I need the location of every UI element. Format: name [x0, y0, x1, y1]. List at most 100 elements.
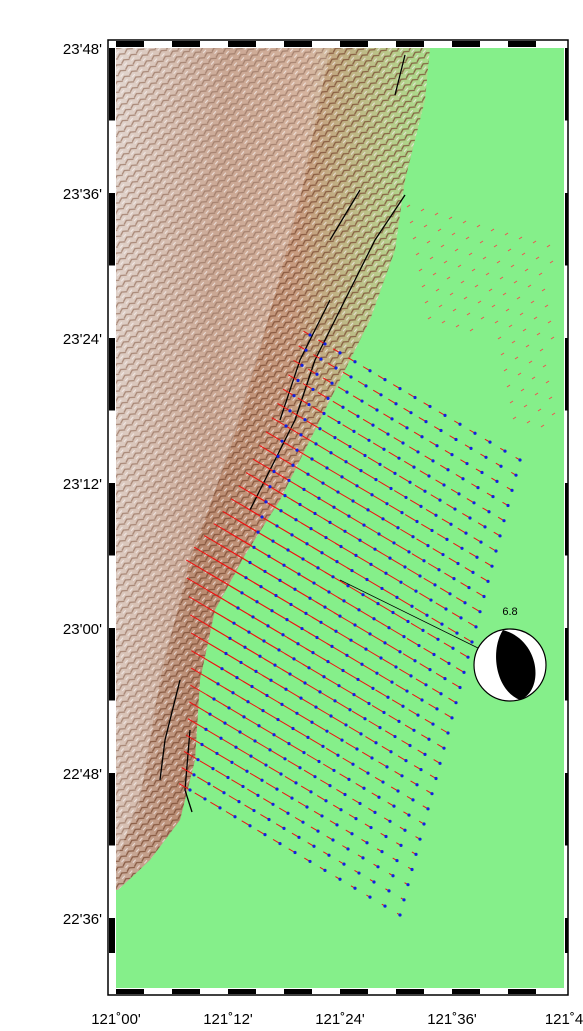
station: [452, 577, 456, 581]
station: [407, 550, 411, 554]
vector: [358, 767, 369, 774]
vector: [551, 412, 556, 416]
vector: [291, 411, 306, 421]
vector: [383, 519, 399, 529]
vector: [419, 592, 432, 601]
vector: [185, 559, 243, 594]
station: [211, 766, 215, 771]
station: [241, 784, 245, 789]
frame-bar: [172, 41, 200, 47]
vector: [390, 558, 406, 568]
station: [302, 487, 306, 491]
station: [264, 500, 268, 504]
station: [445, 537, 449, 541]
station: [308, 859, 312, 864]
vector: [352, 447, 366, 456]
station: [235, 675, 239, 680]
frame-bar: [396, 41, 424, 47]
vector: [337, 386, 348, 393]
station: [435, 444, 439, 448]
station: [307, 666, 311, 670]
station: [259, 584, 263, 589]
station: [347, 514, 351, 518]
station: [263, 569, 267, 574]
station: [400, 510, 404, 515]
station: [416, 713, 420, 717]
station: [203, 797, 207, 801]
station: [273, 663, 277, 667]
station: [423, 489, 427, 493]
station: [299, 433, 303, 437]
vector: [271, 750, 286, 760]
station: [450, 453, 454, 457]
vector: [506, 384, 511, 388]
station: [459, 616, 463, 620]
station: [346, 584, 350, 588]
station: [313, 511, 317, 516]
station: [418, 574, 422, 578]
station: [293, 850, 297, 855]
vector: [378, 480, 392, 489]
vector: [268, 766, 282, 775]
vector: [423, 647, 435, 655]
vector: [365, 648, 382, 659]
station: [369, 825, 373, 830]
station: [295, 711, 299, 715]
vector: [348, 726, 362, 735]
vector: [406, 204, 411, 208]
station: [333, 699, 337, 703]
station: [455, 631, 459, 635]
vector: [297, 397, 310, 406]
vector: [520, 388, 525, 392]
station: [284, 424, 288, 428]
vector: [388, 714, 400, 722]
station: [392, 804, 396, 808]
vector: [549, 260, 554, 264]
station: [299, 696, 303, 700]
station: [409, 411, 413, 415]
station: [393, 471, 397, 475]
station: [267, 554, 271, 558]
vector: [490, 228, 495, 232]
station: [482, 594, 486, 599]
frame-bar: [109, 628, 115, 701]
vector: [550, 336, 555, 340]
vector: [432, 688, 442, 695]
station: [397, 719, 401, 723]
vector: [292, 728, 309, 738]
station: [357, 608, 361, 612]
station: [428, 404, 432, 409]
station: [272, 733, 276, 737]
frame-bar: [116, 41, 144, 47]
vector: [352, 395, 363, 402]
station: [272, 469, 276, 474]
station: [311, 387, 315, 392]
station: [344, 723, 348, 727]
station: [391, 610, 395, 615]
station: [418, 837, 422, 841]
station: [232, 621, 236, 625]
station: [257, 724, 261, 728]
frame-bar: [109, 773, 115, 846]
vector: [287, 760, 301, 769]
frame-bar: [565, 338, 568, 411]
frame-bar: [452, 989, 480, 994]
vector: [375, 689, 389, 698]
vector: [535, 256, 540, 260]
vector: [402, 653, 416, 662]
station: [262, 639, 266, 643]
station: [357, 871, 361, 875]
station: [340, 738, 344, 742]
vector: [491, 304, 496, 308]
station: [230, 760, 234, 764]
vector: [440, 244, 445, 248]
vector: [416, 538, 429, 547]
vector: [531, 376, 536, 380]
station: [311, 651, 315, 655]
vector: [404, 724, 415, 731]
station: [368, 895, 372, 899]
station: [473, 431, 477, 435]
station: [192, 773, 196, 777]
vector: [317, 391, 329, 399]
vector: [381, 587, 398, 598]
